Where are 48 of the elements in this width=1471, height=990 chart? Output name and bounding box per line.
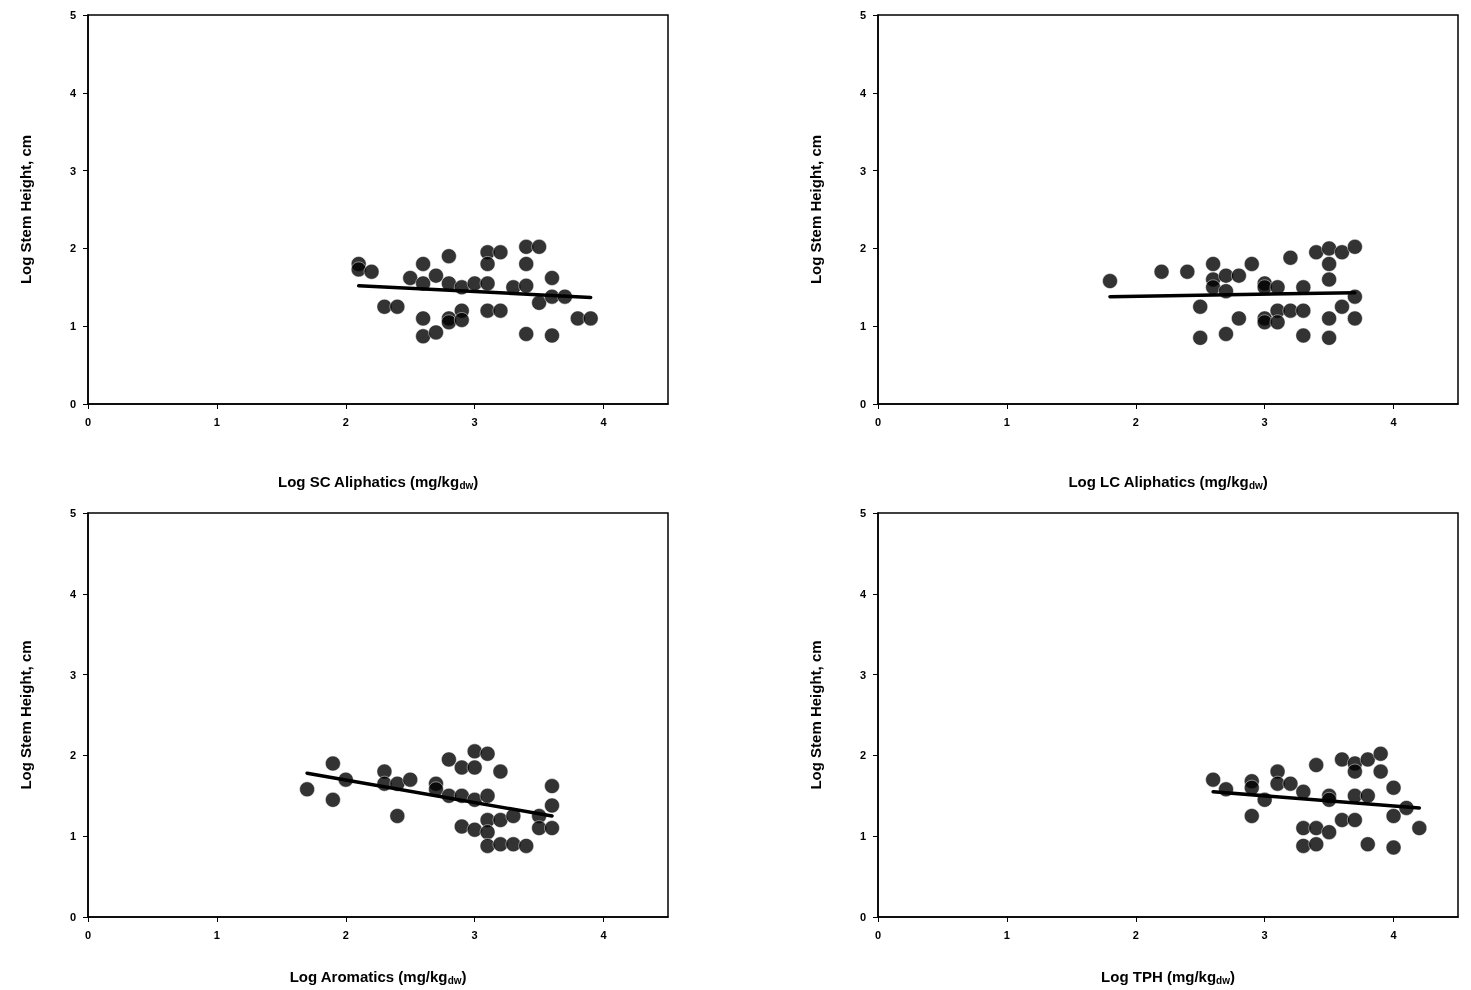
x-tick-label: 1 [213, 415, 220, 428]
y-tick-label: 5 [69, 9, 76, 21]
x-tick-label: 1 [1003, 928, 1010, 941]
y-tick-label: 4 [859, 587, 867, 600]
x-tick-label: 0 [874, 415, 882, 428]
y-tick-label: 0 [859, 911, 866, 923]
y-tick-label: 5 [859, 507, 866, 519]
x-tick-label: 4 [1390, 415, 1398, 428]
y-tick-label: 0 [69, 911, 76, 923]
x-tick-label: 2 [342, 928, 349, 941]
y-tick-label: 2 [859, 749, 866, 762]
x-tick-label: 3 [471, 415, 478, 428]
y-tick-label: 5 [859, 9, 866, 21]
x-tick-label: 1 [213, 928, 220, 941]
y-tick-label: 3 [859, 668, 866, 681]
x-tick-label: 1 [1003, 415, 1010, 428]
y-tick-label: 4 [69, 587, 77, 600]
x-tick-label: 0 [84, 415, 92, 428]
y-axis-title: Log Stem Height, cm [17, 134, 34, 285]
x-tick-label: 0 [874, 928, 882, 941]
y-tick-label: 5 [69, 507, 76, 519]
y-axis-title: Log Stem Height, cm [807, 134, 824, 285]
y-tick-label: 1 [859, 830, 866, 843]
x-tick-label: 2 [1132, 928, 1139, 941]
x-tick-label: 3 [1261, 415, 1268, 428]
x-tick-label: 4 [600, 415, 608, 428]
y-tick-label: 2 [69, 749, 76, 762]
y-tick-label: 3 [859, 164, 866, 177]
x-tick-label: 3 [471, 928, 478, 941]
x-tick-label: 3 [1261, 928, 1268, 941]
y-tick-label: 4 [69, 86, 77, 99]
x-tick-label: 0 [84, 928, 92, 941]
y-tick-label: 1 [859, 320, 866, 333]
x-tick-label: 2 [342, 415, 349, 428]
x-tick-label: 4 [600, 928, 608, 941]
x-tick-label: 4 [1390, 928, 1398, 941]
y-tick-label: 2 [859, 242, 866, 255]
y-tick-label: 3 [69, 668, 76, 681]
y-tick-label: 1 [69, 830, 76, 843]
y-axis-title: Log Stem Height, cm [17, 640, 34, 790]
y-tick-label: 4 [859, 86, 867, 99]
y-axis-title: Log Stem Height, cm [807, 640, 824, 790]
x-tick-label: 2 [1132, 415, 1139, 428]
y-tick-label: 0 [859, 398, 866, 410]
y-tick-label: 3 [69, 164, 76, 177]
y-tick-label: 1 [69, 320, 76, 333]
y-tick-label: 0 [69, 398, 76, 410]
y-tick-label: 2 [69, 242, 76, 255]
